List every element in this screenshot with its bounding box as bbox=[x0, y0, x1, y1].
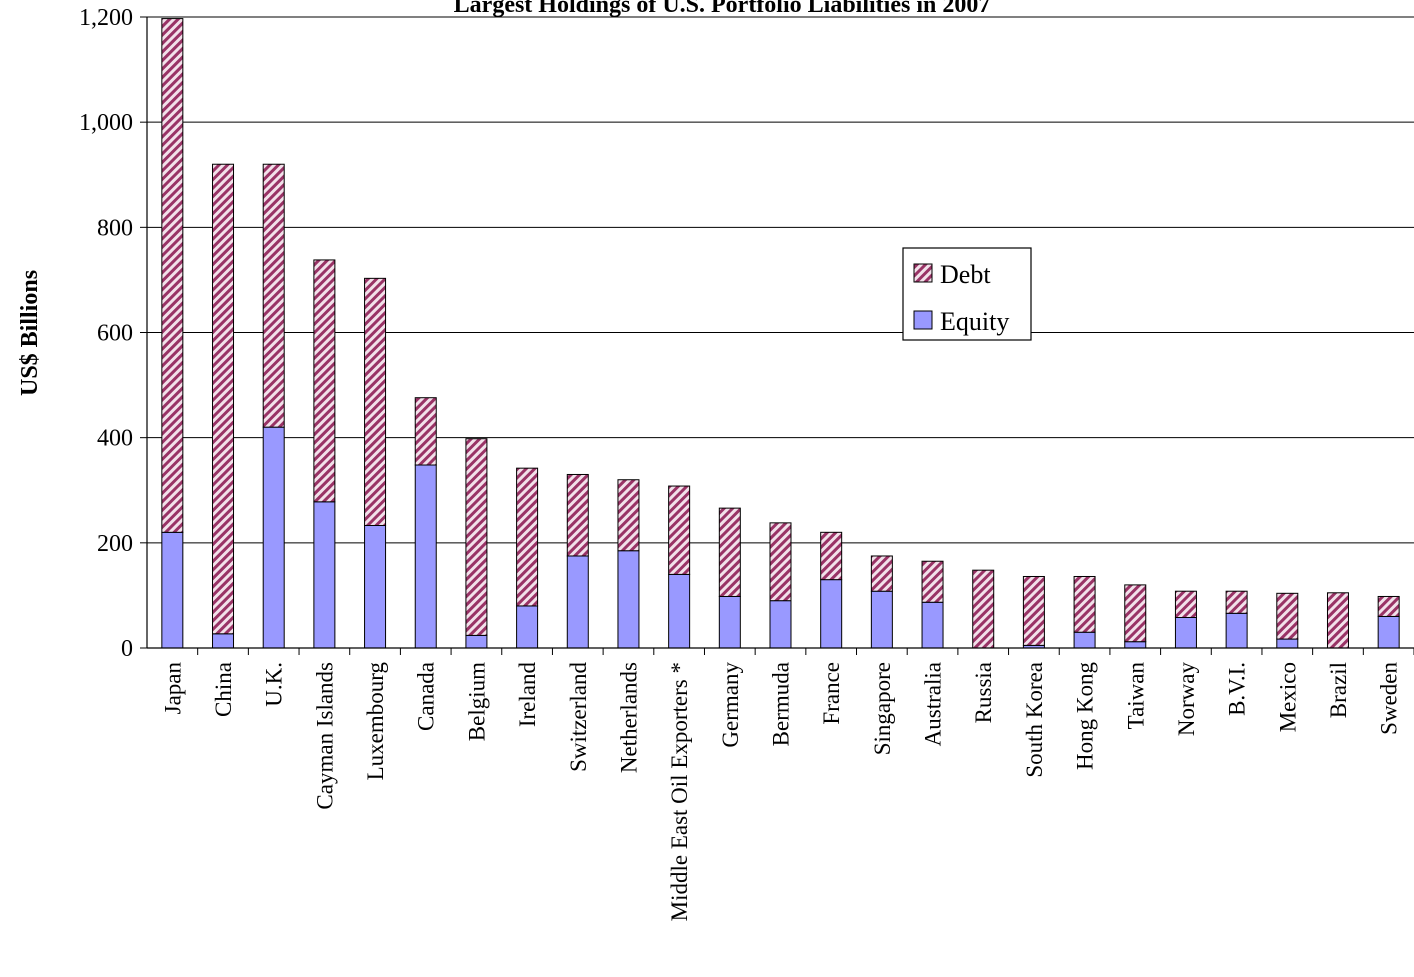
x-tick-label: Australia bbox=[921, 662, 946, 746]
y-tick-label: 800 bbox=[97, 215, 133, 241]
bar-equity bbox=[820, 579, 843, 649]
x-tick-label: Bermuda bbox=[769, 662, 794, 746]
bar-equity bbox=[465, 634, 488, 649]
x-tick-label: Sweden bbox=[1377, 662, 1402, 735]
bar-debt bbox=[1073, 575, 1096, 633]
bar-debt bbox=[516, 467, 539, 607]
y-tick-label: 1,200 bbox=[79, 5, 133, 31]
bars bbox=[161, 18, 1400, 649]
chart-title: Largest Holdings of U.S. Portfolio Liabi… bbox=[454, 0, 991, 18]
bar-equity bbox=[161, 531, 184, 649]
bar-debt bbox=[972, 569, 995, 649]
x-tick-label: Middle East Oil Exporters * bbox=[667, 662, 692, 921]
bar-debt bbox=[414, 397, 437, 466]
x-tick-label: Canada bbox=[414, 662, 439, 731]
bar-equity bbox=[313, 501, 336, 649]
bar-debt bbox=[1022, 575, 1045, 646]
gridlines bbox=[140, 16, 1414, 649]
bar-debt bbox=[870, 555, 893, 592]
x-tick-label: France bbox=[819, 662, 844, 725]
legend-swatch-debt bbox=[913, 263, 933, 283]
bar-debt bbox=[1377, 595, 1400, 617]
bar-debt bbox=[769, 522, 792, 602]
bar-debt bbox=[718, 507, 741, 597]
bar-debt bbox=[566, 473, 589, 557]
bar-debt bbox=[921, 560, 944, 603]
x-tick-label: Switzerland bbox=[566, 662, 591, 772]
bar-equity bbox=[1276, 638, 1299, 649]
bar-debt bbox=[262, 163, 285, 428]
x-tick-labels: Japan China U.K. Cayman Islands Luxembourg Ca… bbox=[160, 662, 1401, 922]
y-tick-label: 0 bbox=[121, 636, 133, 662]
y-tick-label: 1,000 bbox=[79, 110, 133, 136]
legend-swatch-equity bbox=[913, 310, 933, 330]
bar-equity bbox=[1174, 617, 1197, 649]
x-tick-label: U.K. bbox=[262, 662, 287, 707]
y-axis-label: US$ Billions bbox=[17, 270, 43, 396]
x-tick-label: Ireland bbox=[515, 662, 540, 728]
bar-debt bbox=[313, 259, 336, 503]
legend-box bbox=[902, 247, 1032, 341]
x-tick-label: South Korea bbox=[1022, 662, 1047, 778]
x-tick-label: Netherlands bbox=[616, 662, 641, 773]
x-tick-label: Norway bbox=[1174, 662, 1199, 737]
bar-equity bbox=[212, 633, 235, 649]
x-tick-label: China bbox=[211, 662, 236, 717]
bar-equity bbox=[566, 555, 589, 649]
x-tick-label: Belgium bbox=[464, 662, 489, 741]
bar-debt bbox=[668, 485, 691, 575]
x-tick-label: Russia bbox=[971, 662, 996, 723]
bar-equity bbox=[870, 590, 893, 649]
x-tick-label: Mexico bbox=[1275, 662, 1300, 732]
legend-label-debt: Debt bbox=[940, 260, 991, 289]
bar-equity bbox=[262, 426, 285, 649]
bar-debt bbox=[161, 18, 184, 533]
x-tick-label: Brazil bbox=[1326, 662, 1351, 718]
bar-debt bbox=[1326, 592, 1349, 649]
y-tick-label: 200 bbox=[97, 531, 133, 557]
bar-equity bbox=[516, 605, 539, 649]
bar-debt bbox=[1124, 584, 1147, 643]
bar-debt bbox=[1276, 592, 1299, 640]
bar-debt bbox=[465, 438, 488, 636]
bar-debt bbox=[617, 479, 640, 552]
x-tick-label: Germany bbox=[718, 662, 743, 748]
x-tick-label: Taiwan bbox=[1123, 662, 1148, 730]
legend-label-equity: Equity bbox=[940, 307, 1009, 336]
x-tick-label: Singapore bbox=[870, 662, 895, 755]
y-tick-label: 400 bbox=[97, 426, 133, 452]
y-tick-labels: 0 200 400 600 800 1,000 1,200 bbox=[79, 5, 133, 662]
bar-equity bbox=[617, 550, 640, 649]
x-tick-label: Japan bbox=[160, 662, 185, 715]
bar-equity bbox=[414, 464, 437, 649]
bar-equity bbox=[1377, 615, 1400, 649]
bar-equity bbox=[921, 601, 944, 649]
bar-equity bbox=[769, 600, 792, 649]
x-tick-label: Luxembourg bbox=[363, 662, 388, 781]
bar-debt bbox=[364, 277, 387, 526]
axes bbox=[146, 17, 1414, 655]
bar-equity bbox=[1124, 641, 1147, 649]
bar-debt bbox=[1174, 590, 1197, 619]
bar-equity bbox=[1225, 612, 1248, 649]
legend: Debt Equity bbox=[902, 247, 1032, 341]
bar-debt bbox=[212, 163, 235, 635]
x-tick-label: B.V.I. bbox=[1225, 662, 1250, 716]
x-tick-label: Cayman Islands bbox=[312, 662, 337, 810]
x-tick-label: Hong Kong bbox=[1073, 662, 1098, 770]
y-tick-label: 600 bbox=[97, 321, 133, 347]
bar-equity bbox=[1073, 631, 1096, 649]
bar-equity bbox=[718, 595, 741, 649]
bar-debt bbox=[1225, 590, 1248, 614]
bar-equity bbox=[364, 524, 387, 649]
bar-debt bbox=[820, 531, 843, 581]
bar-equity bbox=[668, 573, 691, 649]
